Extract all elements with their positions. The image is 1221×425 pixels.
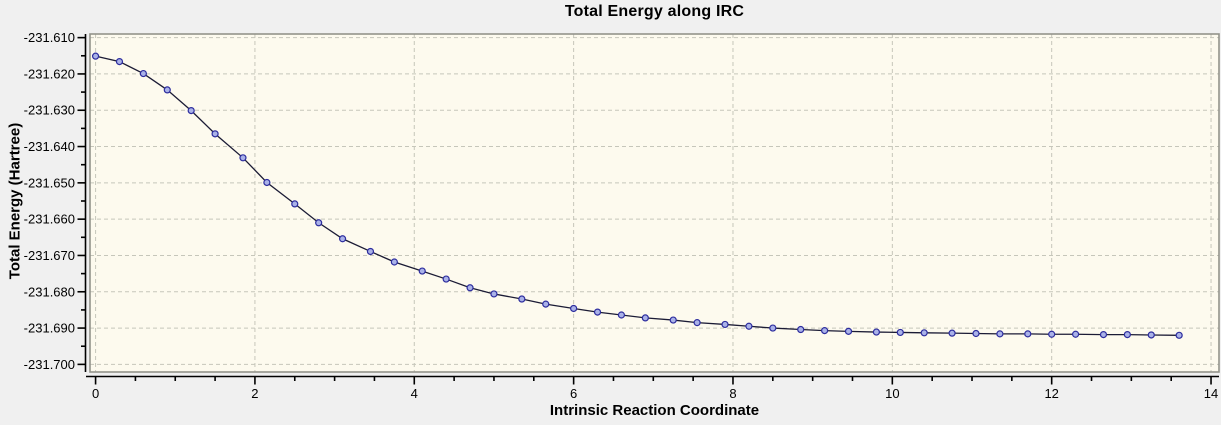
data-point-marker xyxy=(338,235,347,243)
data-point-marker xyxy=(518,295,526,303)
y-tick-label: -231.670 xyxy=(24,248,75,263)
data-point-marker xyxy=(896,328,904,337)
data-point-marker xyxy=(745,322,753,330)
data-points xyxy=(91,52,1183,339)
data-point-marker xyxy=(1147,331,1155,339)
data-point-marker xyxy=(418,267,426,275)
data-point-marker xyxy=(490,290,498,298)
data-point-marker xyxy=(996,330,1004,338)
axes xyxy=(77,34,1219,385)
x-tick-label: 10 xyxy=(885,386,899,401)
data-point-marker xyxy=(1123,331,1131,339)
x-tick-label: 14 xyxy=(1204,386,1218,401)
x-tick-label: 6 xyxy=(570,386,577,401)
x-tick-label: 2 xyxy=(251,386,258,401)
data-point-marker xyxy=(163,86,171,94)
data-point-marker xyxy=(721,320,729,329)
data-point-marker xyxy=(366,247,375,256)
data-point-marker xyxy=(1099,331,1108,339)
data-point-marker xyxy=(390,258,398,266)
data-point-marker xyxy=(920,329,928,337)
plot-area xyxy=(90,34,1219,372)
data-point-marker xyxy=(315,219,323,227)
y-tick-label: -231.650 xyxy=(24,175,75,190)
x-tick-label: 4 xyxy=(411,386,418,401)
chart-title: Total Energy along IRC xyxy=(564,3,745,20)
y-tick-label: -231.700 xyxy=(24,357,75,372)
y-tick-label: -231.610 xyxy=(24,30,75,45)
data-point-marker xyxy=(570,304,578,313)
y-tick-label: -231.630 xyxy=(24,103,75,118)
data-point-marker xyxy=(1175,331,1183,339)
data-point-marker xyxy=(872,328,880,336)
data-point-marker xyxy=(948,329,956,337)
data-point-marker xyxy=(593,308,602,316)
data-point-marker xyxy=(617,311,626,319)
data-point-marker xyxy=(187,107,195,115)
x-tick-label: 12 xyxy=(1044,386,1058,401)
data-point-marker xyxy=(821,327,829,335)
data-point-marker xyxy=(211,130,219,138)
data-point-marker xyxy=(1071,330,1080,338)
plot-frame xyxy=(89,33,1220,373)
data-point-marker xyxy=(139,69,147,78)
data-point-marker xyxy=(693,319,701,327)
data-point-marker xyxy=(542,300,550,308)
y-tick-label: -231.690 xyxy=(24,321,75,336)
tick-labels: 0 2 4 6 8 10 12 14 -231.610 -231.620 -231.630 -231.… xyxy=(24,30,1219,401)
x-tick-label: 0 xyxy=(92,386,99,401)
data-point-marker xyxy=(239,154,247,162)
gridlines xyxy=(90,34,1219,372)
x-axis-title: Intrinsic Reaction Coordinate xyxy=(549,402,760,419)
data-point-marker xyxy=(769,324,777,332)
data-point-marker xyxy=(466,284,474,292)
data-point-marker xyxy=(1048,330,1056,338)
data-point-marker xyxy=(797,325,805,334)
data-point-marker xyxy=(1024,330,1032,338)
data-point-marker xyxy=(641,314,649,322)
y-tick-label: -231.640 xyxy=(24,139,75,154)
data-point-marker xyxy=(91,52,100,60)
data-point-marker xyxy=(115,57,124,66)
data-point-marker xyxy=(291,200,299,208)
data-point-marker xyxy=(844,327,853,335)
data-point-marker xyxy=(442,275,450,283)
energy-curve xyxy=(95,55,1180,336)
y-tick-label: -231.660 xyxy=(24,212,75,227)
x-tick-label: 8 xyxy=(729,386,736,401)
data-point-marker xyxy=(263,178,271,187)
y-tick-label: -231.680 xyxy=(24,284,75,299)
data-point-marker xyxy=(972,329,980,338)
data-point-marker xyxy=(669,316,677,324)
y-tick-label: -231.620 xyxy=(24,66,75,81)
